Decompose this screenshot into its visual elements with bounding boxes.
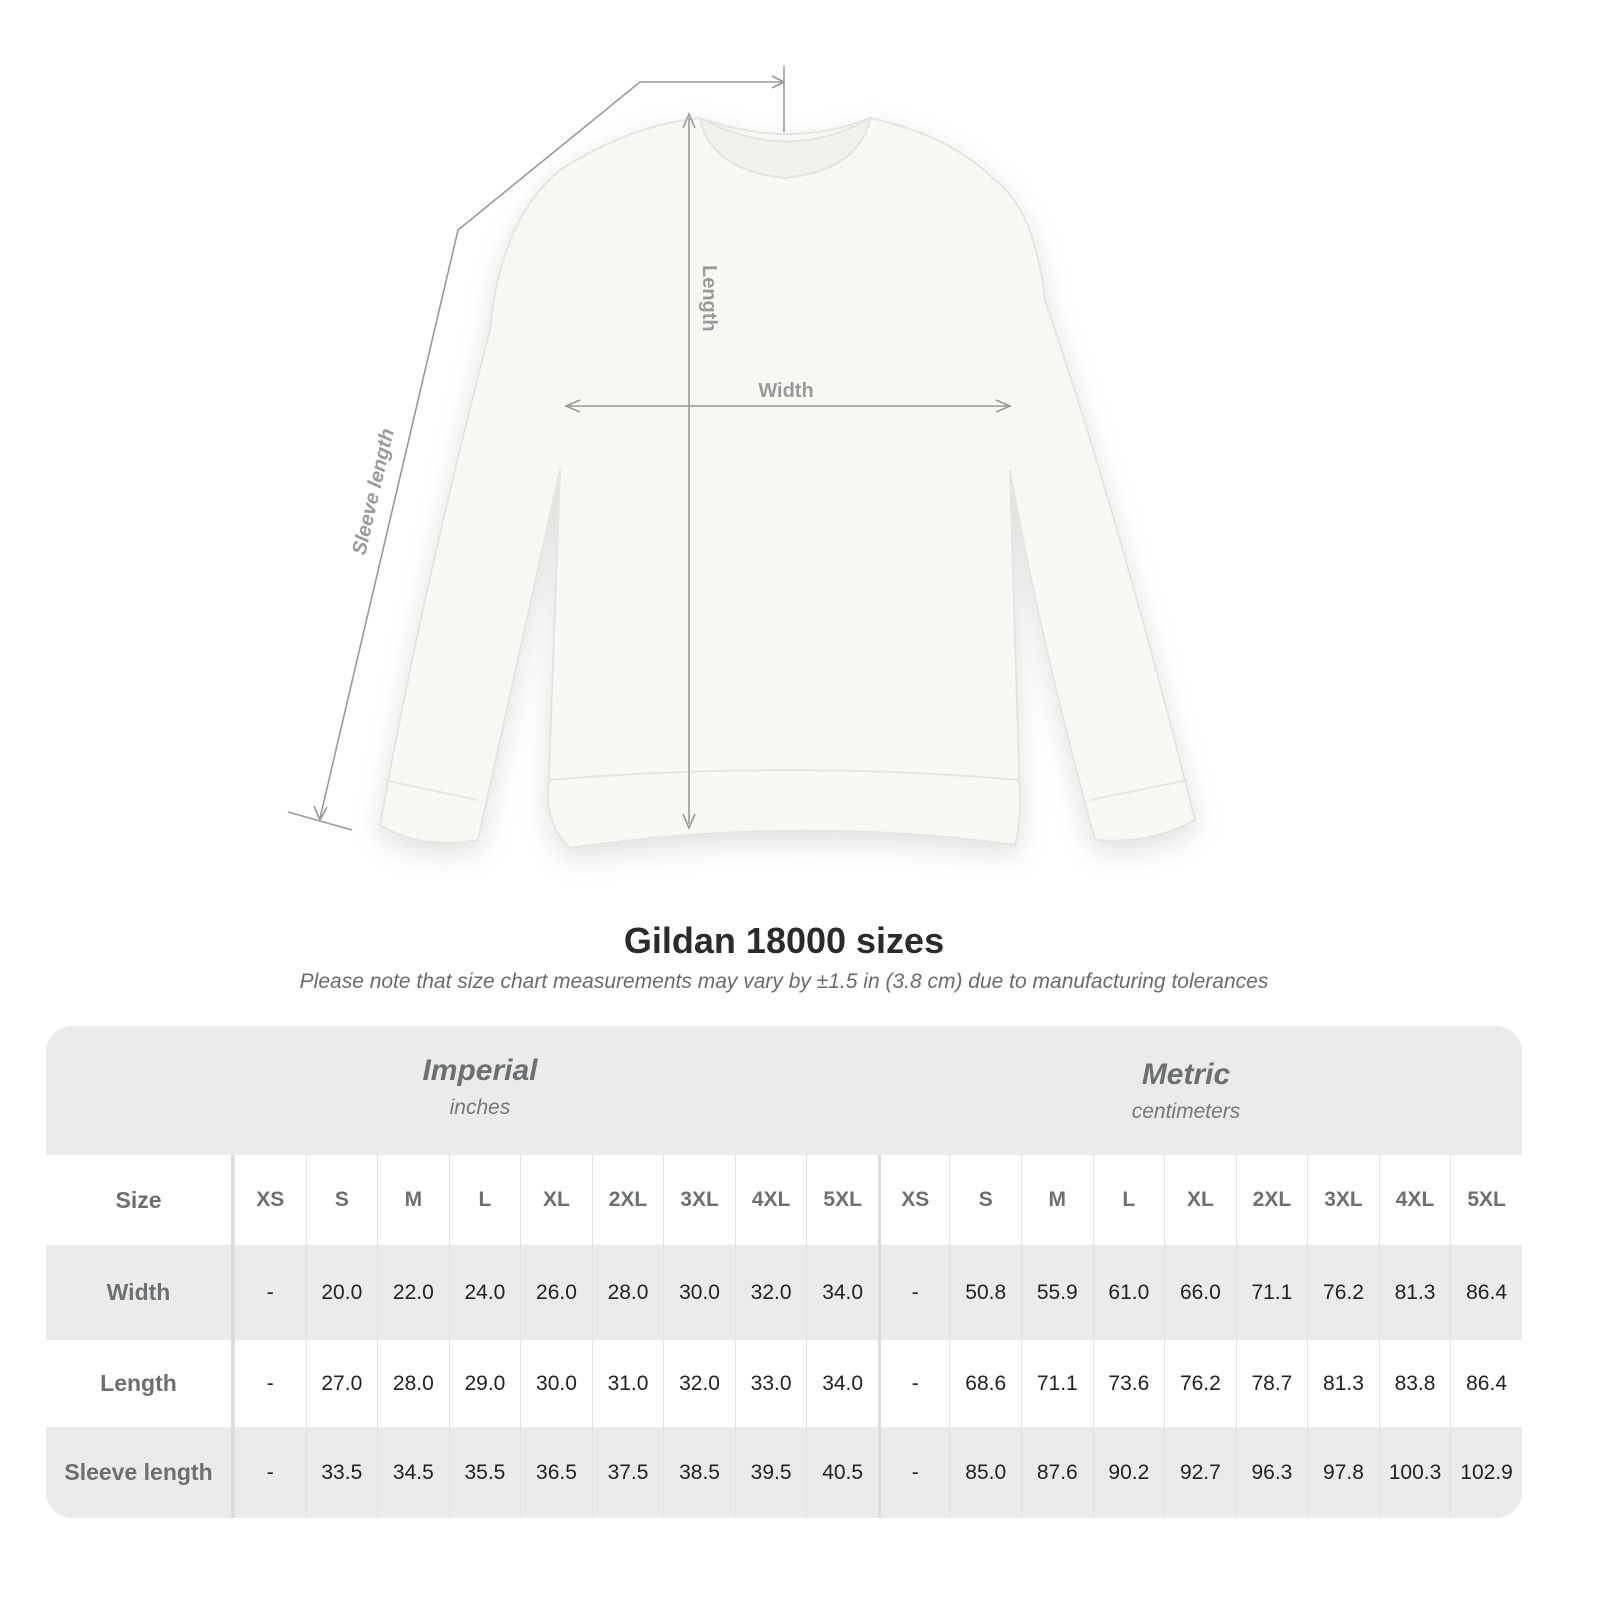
imperial-value-cell: 33.0: [734, 1340, 807, 1427]
tolerance-note: Please note that size chart measurements…: [299, 970, 1269, 993]
size-header-metric-m: M: [1021, 1155, 1093, 1245]
metric-value-cell: 102.9: [1450, 1427, 1522, 1518]
size-header-metric-xs: XS: [877, 1155, 950, 1245]
row-label: Width: [46, 1245, 234, 1340]
metric-value-cell: 87.6: [1021, 1427, 1093, 1518]
size-header-row: Size XS S M L XL 2XL 3XL 4XL 5XL XS S M L XL 2XL 3XL 4XL 5…: [46, 1155, 1522, 1245]
measurement-lines: [287, 66, 1013, 831]
metric-value-cell: 81.3: [1378, 1245, 1451, 1340]
size-header-metric-l: L: [1092, 1155, 1165, 1245]
metric-value-cell: 55.9: [1021, 1245, 1093, 1340]
imperial-value-cell: -: [234, 1427, 306, 1518]
size-header-metric-xl: XL: [1164, 1155, 1236, 1245]
imperial-value-cell: 33.5: [305, 1427, 378, 1518]
imperial-value-cell: -: [234, 1245, 306, 1340]
metric-value-cell: 86.4: [1450, 1245, 1522, 1340]
size-header-imperial-4xl: 4XL: [734, 1155, 807, 1245]
page-title: Gildan 18000 sizes: [623, 920, 945, 961]
size-header-imperial-m: M: [377, 1155, 449, 1245]
sleeve-arrow: [319, 66, 785, 819]
size-header-imperial-3xl: 3XL: [663, 1155, 735, 1245]
imperial-value-cell: -: [234, 1340, 306, 1427]
imperial-value-cell: 32.0: [734, 1245, 807, 1340]
metric-value-cell: 50.8: [949, 1245, 1021, 1340]
size-table: Imperial inches Metric centimeters Size X…: [46, 1026, 1522, 1518]
metric-value-cell: 100.3: [1378, 1427, 1451, 1518]
imperial-value-cell: 31.0: [591, 1340, 664, 1427]
sweatshirt-diagram: Length Width Sleeve length: [287, 66, 1197, 850]
imperial-value-cell: 39.5: [734, 1427, 807, 1518]
metric-value-cell: 85.0: [949, 1427, 1021, 1518]
row-label: Length: [46, 1340, 234, 1427]
imperial-value-cell: 34.5: [377, 1427, 449, 1518]
metric-header: Metric centimeters: [986, 1058, 1386, 1124]
size-header-imperial-5xl: 5XL: [806, 1155, 878, 1245]
imperial-value-cell: 35.5: [448, 1427, 521, 1518]
metric-value-cell: -: [877, 1340, 950, 1427]
size-header-metric-4xl: 4XL: [1378, 1155, 1451, 1245]
size-label: Size: [46, 1155, 234, 1245]
imperial-value-cell: 34.0: [806, 1245, 878, 1340]
metric-value-cell: 97.8: [1307, 1427, 1379, 1518]
imperial-value-cell: 22.0: [377, 1245, 449, 1340]
imperial-value-cell: 32.0: [663, 1340, 735, 1427]
size-header-metric-s: S: [949, 1155, 1021, 1245]
metric-value-cell: 76.2: [1307, 1245, 1379, 1340]
table-row: Sleeve length -33.5 34.5 35.5 36.5 37.5 38.5 39…: [46, 1427, 1522, 1518]
metric-value-cell: 78.7: [1235, 1340, 1308, 1427]
table-row: Width -20.0 22.0 24.0 26.0 28.0 30.0 32.0 34.0-5…: [46, 1245, 1522, 1340]
metric-value-cell: 81.3: [1307, 1340, 1379, 1427]
size-header-metric-3xl: 3XL: [1307, 1155, 1379, 1245]
imperial-value-cell: 29.0: [448, 1340, 521, 1427]
metric-value-cell: 73.6: [1092, 1340, 1165, 1427]
imperial-value-cell: 26.0: [520, 1245, 592, 1340]
metric-value-cell: 76.2: [1164, 1340, 1236, 1427]
metric-value-cell: 71.1: [1021, 1340, 1093, 1427]
length-label: Length: [698, 265, 720, 332]
width-label: Width: [758, 380, 813, 402]
size-header-imperial-2xl: 2XL: [591, 1155, 664, 1245]
metric-value-cell: -: [877, 1427, 950, 1518]
metric-value-cell: 90.2: [1092, 1427, 1165, 1518]
metric-value-cell: 92.7: [1164, 1427, 1236, 1518]
metric-title: Metric: [1141, 1058, 1231, 1091]
imperial-value-cell: 34.0: [806, 1340, 878, 1427]
imperial-value-cell: 30.0: [520, 1340, 592, 1427]
imperial-header: Imperial inches: [280, 1054, 680, 1120]
unit-header-band: [46, 1026, 1522, 1155]
metric-value-cell: 71.1: [1235, 1245, 1308, 1340]
metric-value-cell: 66.0: [1164, 1245, 1236, 1340]
imperial-value-cell: 30.0: [663, 1245, 735, 1340]
size-header-imperial-s: S: [305, 1155, 378, 1245]
metric-value-cell: 61.0: [1092, 1245, 1165, 1340]
imperial-value-cell: 37.5: [591, 1427, 664, 1518]
imperial-value-cell: 24.0: [448, 1245, 521, 1340]
sleeve-length-label: Sleeve length: [348, 427, 398, 558]
imperial-value-cell: 28.0: [377, 1340, 449, 1427]
metric-value-cell: 86.4: [1450, 1340, 1522, 1427]
size-header-imperial-xl: XL: [520, 1155, 592, 1245]
metric-value-cell: -: [877, 1245, 950, 1340]
metric-unit: centimeters: [1131, 1100, 1241, 1123]
imperial-value-cell: 28.0: [591, 1245, 664, 1340]
imperial-value-cell: 20.0: [305, 1245, 378, 1340]
imperial-unit: inches: [449, 1096, 511, 1119]
metric-value-cell: 68.6: [949, 1340, 1021, 1427]
size-header-imperial-xs: XS: [234, 1155, 306, 1245]
size-header-metric-2xl: 2XL: [1235, 1155, 1308, 1245]
imperial-value-cell: 38.5: [663, 1427, 735, 1518]
row-label: Sleeve length: [46, 1427, 234, 1518]
table-row: Length -27.0 28.0 29.0 30.0 31.0 32.0 33.0 34.0-…: [46, 1340, 1522, 1427]
imperial-title: Imperial: [422, 1054, 538, 1087]
sweatshirt-image: [378, 116, 1197, 850]
metric-value-cell: 96.3: [1235, 1427, 1308, 1518]
imperial-value-cell: 40.5: [806, 1427, 878, 1518]
imperial-value-cell: 36.5: [520, 1427, 592, 1518]
metric-value-cell: 83.8: [1378, 1340, 1451, 1427]
imperial-value-cell: 27.0: [305, 1340, 378, 1427]
size-header-imperial-l: L: [448, 1155, 521, 1245]
size-header-metric-5xl: 5XL: [1450, 1155, 1522, 1245]
